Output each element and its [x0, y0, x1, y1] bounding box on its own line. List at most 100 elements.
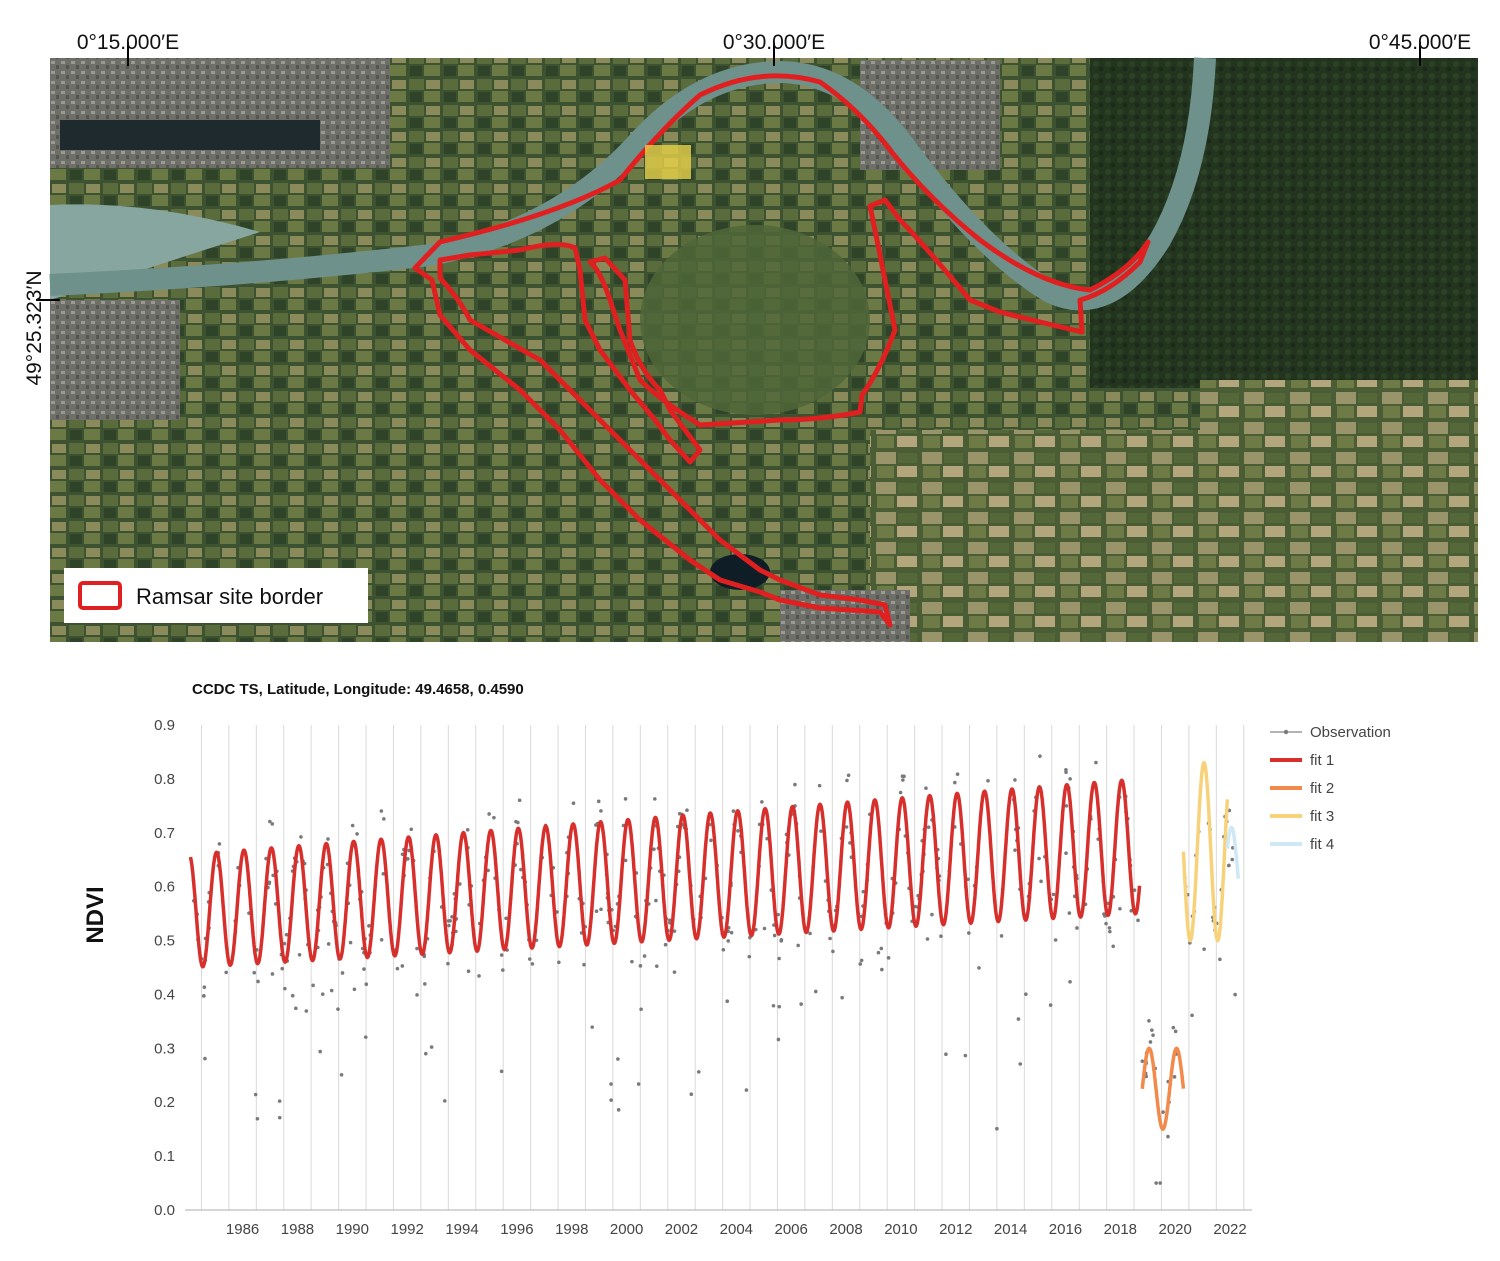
observation-point: [776, 1037, 781, 1042]
observation-point: [1140, 1059, 1145, 1063]
observation-point: [599, 809, 603, 813]
observation-point: [297, 952, 302, 957]
ndvi-time-series-chart: CCDC TS, Latitude, Longitude: 49.4658, 0…: [82, 681, 1391, 1238]
x-tick-label: 2002: [665, 1221, 698, 1238]
observation-point: [999, 934, 1004, 938]
lon-label: 0°45.000′E: [1369, 31, 1471, 54]
chart-legend: Observation fit 1 fit 2 fit 3 fit 4: [1270, 724, 1391, 853]
observation-point: [224, 970, 228, 975]
observation-point: [902, 774, 906, 779]
observation-point: [1018, 1062, 1023, 1066]
observation-point: [953, 780, 957, 785]
fit-line-fit-2: [1140, 1046, 1186, 1131]
observation-point: [747, 954, 752, 959]
satellite-map: 0°15.000′E 0°30.000′E 0°45.000′E 49°25.3…: [23, 31, 1478, 642]
observation-point: [1038, 754, 1042, 758]
observation-point: [415, 993, 419, 997]
x-tick-label: 2006: [775, 1221, 808, 1238]
observation-point: [571, 801, 576, 805]
observation-point: [1039, 879, 1043, 884]
observation-point: [409, 827, 414, 832]
observation-point: [448, 919, 452, 923]
observation-point: [557, 960, 561, 965]
observation-point: [499, 953, 504, 957]
observation-point: [796, 943, 800, 948]
observation-point: [1150, 1028, 1154, 1032]
observation-point: [267, 880, 272, 885]
lon-label: 0°30.000′E: [723, 31, 825, 54]
observation-point: [696, 1070, 701, 1074]
observation-point: [311, 983, 315, 988]
observation-point: [348, 940, 353, 945]
observation-point: [1068, 980, 1072, 984]
observation-point: [777, 956, 781, 961]
lon-label: 0°15.000′E: [77, 31, 179, 54]
observation-point: [1064, 770, 1068, 775]
observation-point: [519, 867, 523, 872]
farmland-south: [870, 430, 1200, 642]
observation-point: [799, 1002, 803, 1006]
observation-point: [1064, 851, 1068, 855]
y-axis-label: NDVI: [82, 886, 109, 943]
observation-point: [1013, 778, 1017, 782]
observation-point: [395, 966, 400, 971]
observation-point: [762, 926, 767, 931]
y-tick-label: 0.2: [154, 1094, 175, 1111]
observation-point: [501, 968, 505, 972]
observation-point: [609, 1098, 613, 1102]
observation-point: [363, 1035, 368, 1039]
x-tick-label: 1996: [500, 1221, 533, 1238]
observation-point: [596, 799, 601, 804]
observation-point: [939, 934, 943, 939]
observation-point: [623, 858, 628, 863]
map-legend: Ramsar site border: [64, 568, 368, 623]
observation-point: [1111, 944, 1116, 949]
ramsar-site-border: [412, 73, 1151, 628]
observation-point: [329, 988, 334, 993]
observation-point: [277, 1099, 282, 1103]
x-tick-label: 2018: [1104, 1221, 1137, 1238]
observation-point: [326, 837, 330, 841]
fit-lines: [188, 760, 1241, 1131]
observation-point: [201, 994, 206, 998]
x-tick-label: 2014: [994, 1221, 1027, 1238]
x-tick-label: 1990: [336, 1221, 369, 1238]
lat-label: 49°25.323′N: [23, 270, 46, 385]
observation-point: [729, 930, 734, 935]
observation-point: [636, 1082, 641, 1086]
observation-point: [517, 798, 522, 803]
observation-point: [663, 942, 668, 947]
x-tick-label: 2012: [939, 1221, 972, 1238]
observation-point: [336, 1007, 340, 1011]
observation-point: [776, 912, 780, 917]
observation-point: [609, 1082, 613, 1086]
observation-point: [406, 857, 410, 861]
observation-point: [926, 825, 931, 830]
observation-point: [1075, 926, 1079, 930]
observation-point: [623, 797, 628, 801]
observation-point: [986, 778, 990, 783]
x-tick-label: 1998: [555, 1221, 588, 1238]
observation-point: [1166, 1134, 1170, 1139]
observation-point: [293, 1006, 298, 1011]
seine-river: [49, 57, 1216, 311]
observation-point: [339, 1072, 344, 1077]
observation-point: [1016, 1017, 1021, 1021]
observation-point: [1067, 911, 1072, 915]
observation-point: [642, 954, 647, 958]
observation-point: [1107, 926, 1112, 930]
observation-point: [726, 939, 731, 943]
observation-point: [423, 982, 427, 986]
observation-point: [477, 974, 481, 978]
fit-line-fit-1: [188, 778, 1142, 969]
observation-point: [429, 1045, 434, 1049]
observation-point: [977, 966, 981, 970]
y-tick-label: 0.4: [154, 986, 175, 1003]
observation-point: [772, 933, 777, 938]
x-tick-label: 2016: [1049, 1221, 1082, 1238]
observation-point: [653, 797, 657, 801]
observation-point: [1151, 1033, 1155, 1037]
y-tick-label: 0.3: [154, 1040, 175, 1057]
observation-point: [1051, 892, 1056, 897]
observation-point: [280, 966, 285, 971]
